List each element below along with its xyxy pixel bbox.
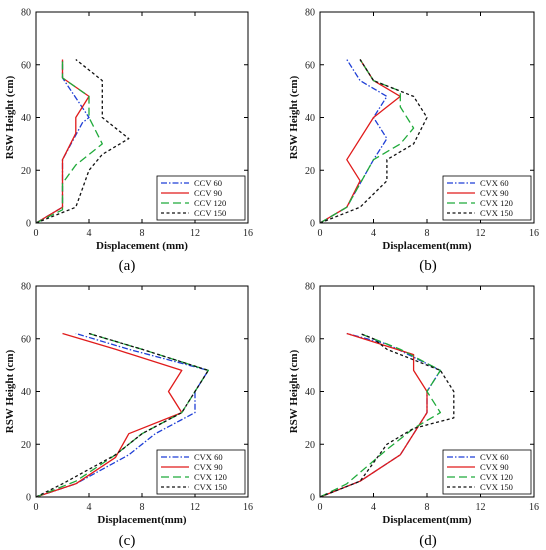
y-tick-label: 0 xyxy=(26,219,31,230)
chart-panel-3: 0 4 8 12 16 0 20 40 60 80 Displacement(mm) RSW Heig… xyxy=(4,282,253,550)
y-tick-label: 80 xyxy=(21,8,31,19)
y-tick-label: 60 xyxy=(21,60,31,71)
x-tick-label: 8 xyxy=(425,228,430,239)
x-tick-label: 16 xyxy=(243,502,253,513)
x-axis-label: Displacement(mm) xyxy=(382,240,472,252)
x-tick-label: 4 xyxy=(87,228,92,239)
y-tick-label: 60 xyxy=(21,334,31,345)
y-tick-label: 40 xyxy=(305,113,315,124)
x-tick-label: 0 xyxy=(318,502,323,513)
y-axis-label: RSW Height (cm) xyxy=(288,75,300,159)
panel-caption: (d) xyxy=(419,533,437,549)
chart-panel-2: 0 4 8 12 16 0 20 40 60 80 Displacement(mm) RSW Heig… xyxy=(288,8,539,275)
legend-label: CVX 90 xyxy=(194,462,223,472)
x-tick-label: 12 xyxy=(476,228,486,239)
x-tick-label: 0 xyxy=(318,228,323,239)
legend-label: CVX 120 xyxy=(480,198,513,208)
x-tick-label: 4 xyxy=(87,502,92,513)
y-tick-label: 60 xyxy=(305,334,315,345)
y-tick-label: 80 xyxy=(21,282,31,293)
y-tick-label: 40 xyxy=(21,113,31,124)
legend-label: CVX 90 xyxy=(480,188,509,198)
legend-box xyxy=(442,449,532,495)
legend-label: CVX 150 xyxy=(194,482,227,492)
series-line xyxy=(319,59,388,224)
x-axis-label: Displacement(mm) xyxy=(97,514,187,526)
series-line xyxy=(319,332,442,498)
series-line xyxy=(319,332,428,498)
x-tick-label: 12 xyxy=(476,502,486,513)
legend-label: CVX 120 xyxy=(194,472,227,482)
x-tick-label: 4 xyxy=(371,228,376,239)
y-tick-label: 0 xyxy=(310,493,315,504)
x-tick-label: 8 xyxy=(425,502,430,513)
series-line xyxy=(35,58,130,224)
x-tick-label: 8 xyxy=(140,228,145,239)
legend-label: CVX 120 xyxy=(480,472,513,482)
series-line xyxy=(319,332,455,498)
y-tick-label: 20 xyxy=(305,166,315,177)
y-tick-label: 20 xyxy=(305,440,315,451)
series-line xyxy=(319,59,428,224)
legend-label: CVX 150 xyxy=(480,208,513,218)
y-tick-label: 80 xyxy=(305,282,315,293)
legend-label: CVX 150 xyxy=(480,482,513,492)
x-tick-label: 8 xyxy=(140,502,145,513)
panel-caption: (b) xyxy=(419,258,437,274)
x-axis-label: Displacement (mm) xyxy=(96,240,188,252)
x-tick-label: 12 xyxy=(190,228,200,239)
y-axis-label: RSW Height (cm) xyxy=(4,75,16,159)
x-tick-label: 0 xyxy=(34,228,39,239)
x-axis-label: Displacement(mm) xyxy=(382,514,472,526)
y-tick-label: 0 xyxy=(310,219,315,230)
series-line xyxy=(35,332,209,498)
legend-label: CVX 90 xyxy=(480,462,509,472)
series-line xyxy=(319,59,401,224)
x-tick-label: 0 xyxy=(34,502,39,513)
y-tick-label: 40 xyxy=(305,387,315,398)
legend-label: CVX 60 xyxy=(480,178,509,188)
x-tick-label: 16 xyxy=(529,228,539,239)
y-axis-label: RSW Height (cm) xyxy=(288,349,300,433)
x-tick-label: 16 xyxy=(243,228,253,239)
legend-label: CVX 60 xyxy=(480,452,509,462)
y-tick-label: 80 xyxy=(305,8,315,19)
y-tick-label: 60 xyxy=(305,60,315,71)
chart-panel-1: 0 4 8 12 16 0 20 40 60 80 Displacement (mm) RSW Hei… xyxy=(4,8,253,275)
legend-box xyxy=(442,175,532,221)
x-tick-label: 16 xyxy=(529,502,539,513)
y-tick-label: 40 xyxy=(21,387,31,398)
y-axis-label: RSW Height (cm) xyxy=(4,349,16,433)
y-tick-label: 20 xyxy=(21,166,31,177)
panel-caption: (c) xyxy=(119,533,136,549)
y-tick-label: 0 xyxy=(26,493,31,504)
panel-caption: (a) xyxy=(119,258,136,274)
series-line xyxy=(319,332,442,498)
y-tick-label: 20 xyxy=(21,440,31,451)
chart-panel-4: 0 4 8 12 16 0 20 40 60 80 Displacement(mm) RSW Heig… xyxy=(288,282,539,550)
legend-label: CCV 150 xyxy=(194,208,226,218)
x-tick-label: 12 xyxy=(190,502,200,513)
x-tick-label: 4 xyxy=(371,502,376,513)
legend-label: CCV 90 xyxy=(194,188,222,198)
legend-label: CCV 120 xyxy=(194,198,226,208)
legend-label: CVX 60 xyxy=(194,452,223,462)
series-line xyxy=(35,59,103,224)
legend-box xyxy=(156,175,246,221)
series-line xyxy=(35,332,209,498)
legend-label: CCV 60 xyxy=(194,178,222,188)
legend-box xyxy=(156,449,246,495)
